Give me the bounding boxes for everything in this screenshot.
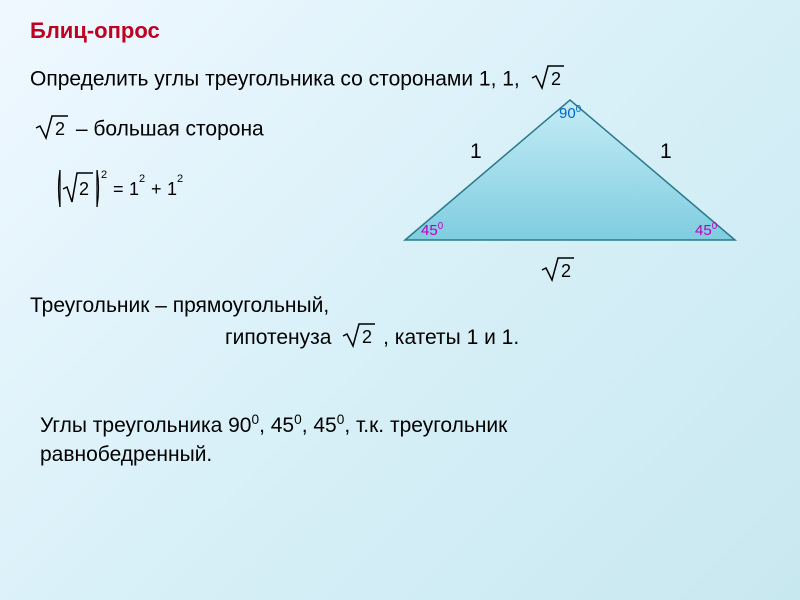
largest-side-row: 2 – большая сторона [30,112,264,148]
svg-text:+: + [151,179,162,199]
title-text: Блиц-опрос [30,18,160,43]
angle-left: 450 [421,221,443,239]
angle-top: 900 [559,104,581,122]
triangle-diagram: 1 1 900 450 450 [395,90,745,270]
angle-right: 450 [695,221,717,239]
sqrt2-largest: 2 [34,112,70,148]
problem-text: Определить углы треугольника со сторонам… [30,68,520,91]
svg-text:2: 2 [139,173,145,185]
svg-text:2: 2 [362,327,372,347]
svg-text:2: 2 [561,261,571,281]
pythagoras-equation: 2 2 = 1 2 + 1 2 [55,165,205,221]
svg-text:1: 1 [167,179,177,199]
svg-text:2: 2 [177,173,183,185]
sqrt2-hyp: 2 [341,320,377,356]
side-label-left: 1 [470,140,482,164]
final-answer: Углы треугольника 900, 450, 450, т.к. тр… [40,410,760,470]
side-label-right: 1 [660,140,672,164]
svg-text:2: 2 [55,119,65,139]
svg-text:=: = [113,179,124,199]
svg-text:2: 2 [551,69,561,89]
svg-text:2: 2 [79,179,89,199]
svg-text:1: 1 [129,179,139,199]
title: Блиц-опрос [30,18,160,44]
hypotenuse-legs-line: гипотенуза 2 , катеты 1 и 1. [225,320,519,356]
svg-text:2: 2 [101,169,107,181]
sqrt2-hypotenuse-label: 2 [540,254,576,289]
largest-text: – большая сторона [76,118,264,141]
conclusion-right-triangle: Треугольник – прямоугольный, [30,290,329,322]
